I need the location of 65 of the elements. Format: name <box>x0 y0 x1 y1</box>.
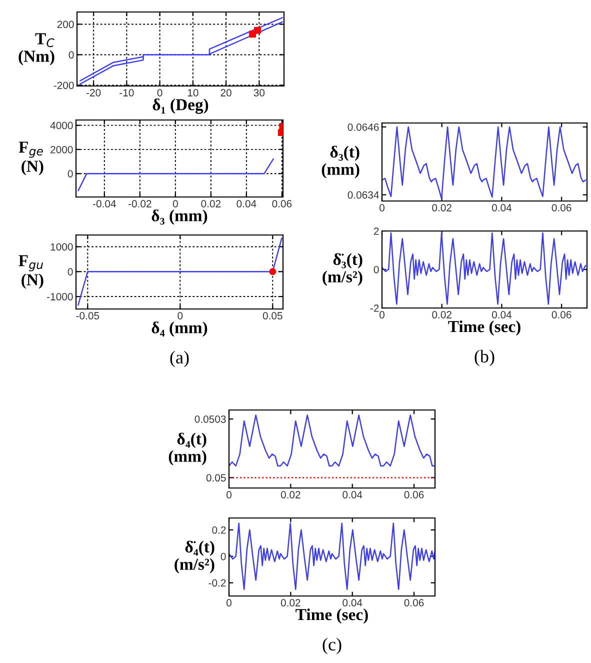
x-tick-label: 0.06 <box>552 204 572 212</box>
x-tick-label: 0 <box>226 599 232 606</box>
x-tick-label: 0 <box>157 89 162 96</box>
x-tick-label: -20 <box>86 89 101 96</box>
y-tick-label: 200 <box>57 20 74 28</box>
x-tick-label: 0.02 <box>280 599 300 606</box>
y-tick-label: 0 <box>68 170 73 178</box>
y-tick-label: 0.2 <box>212 526 226 534</box>
y-tick-label: 0.0634 <box>348 191 379 199</box>
x-tick-label: 0 <box>380 204 384 212</box>
x-tick-label: 20 <box>220 89 232 96</box>
x-axis-title: δ₁ (Deg) <box>152 98 208 114</box>
x-tick-label: 0.04 <box>342 599 362 606</box>
y-tick-label: 0.05 <box>206 474 226 482</box>
y-tick-label: -200 <box>54 82 74 90</box>
y-axis-title: δ̈₄(t) (m/s²) <box>174 540 214 574</box>
text: (a) <box>170 350 189 368</box>
x-tick-label: -10 <box>120 89 134 96</box>
y-tick-label: -1000 <box>47 293 73 300</box>
x-axis-title: δ₃ (mm) <box>152 209 208 225</box>
y-axis-title: F$_{ge}$ (N) <box>18 142 44 176</box>
x-tick-label: 0 <box>172 200 178 208</box>
y-tick-label: 2000 <box>50 146 73 154</box>
x-tick-label: 0.05 <box>262 312 282 320</box>
y-tick-label: 2 <box>374 228 379 235</box>
y-axis-title: δ₄(t) (mm) <box>168 432 206 466</box>
y-tick-label: 0 <box>374 266 379 274</box>
y-tick-label: 4000 <box>50 122 73 130</box>
x-tick-label: 0 <box>226 491 232 498</box>
x-axis-title: δ₄ (mm) <box>152 321 208 337</box>
x-tick-label: 30 <box>254 89 265 96</box>
y-axis-title: F$_{gu}$ (N) <box>18 255 44 289</box>
y-tick-label: 0 <box>68 268 73 276</box>
x-tick-label: 0.06 <box>272 200 292 208</box>
y-tick-label: 0.0646 <box>348 123 379 131</box>
x-tick-label: 0.02 <box>432 311 452 318</box>
x-tick-label: -0.02 <box>128 200 152 208</box>
y-tick-label: -2 <box>370 304 379 312</box>
x-tick-label: 0.04 <box>492 204 512 212</box>
y-axis-title: δ̈₃(t) (m/s²) <box>322 253 362 286</box>
y-axis-title: T$_{C}$ (Nm) <box>18 33 54 66</box>
y-tick-label: 0 <box>220 552 226 560</box>
x-tick-label: -0.05 <box>76 312 100 320</box>
x-tick-label: 0.06 <box>404 491 424 498</box>
x-tick-label: 10 <box>188 89 198 96</box>
x-tick-label: 0 <box>380 311 384 318</box>
x-tick-label: -0.04 <box>92 200 116 208</box>
x-tick-label: 0.04 <box>236 200 256 208</box>
text: (c) <box>322 638 342 654</box>
x-tick-label: 0.04 <box>492 311 512 318</box>
text: (b) <box>474 350 494 366</box>
x-tick-label: 0 <box>178 312 183 320</box>
x-tick-label: 0.02 <box>201 200 221 208</box>
x-tick-label: 0.02 <box>280 491 300 498</box>
y-tick-label: 0.0503 <box>194 415 226 423</box>
x-tick-label: 0.06 <box>404 599 424 606</box>
x-tick-label: 0.06 <box>552 311 572 318</box>
y-tick-label: 0 <box>68 51 74 59</box>
x-tick-label: 0.02 <box>432 204 452 212</box>
x-axis-title: Time (sec) <box>448 320 520 336</box>
x-axis-title: Time (sec) <box>296 608 368 624</box>
x-tick-label: 0.04 <box>342 491 362 498</box>
y-tick-label: 1000 <box>50 243 73 251</box>
y-tick-label: -0.2 <box>208 579 226 587</box>
y-axis-title: δ₃(t) (mm) <box>322 146 360 178</box>
